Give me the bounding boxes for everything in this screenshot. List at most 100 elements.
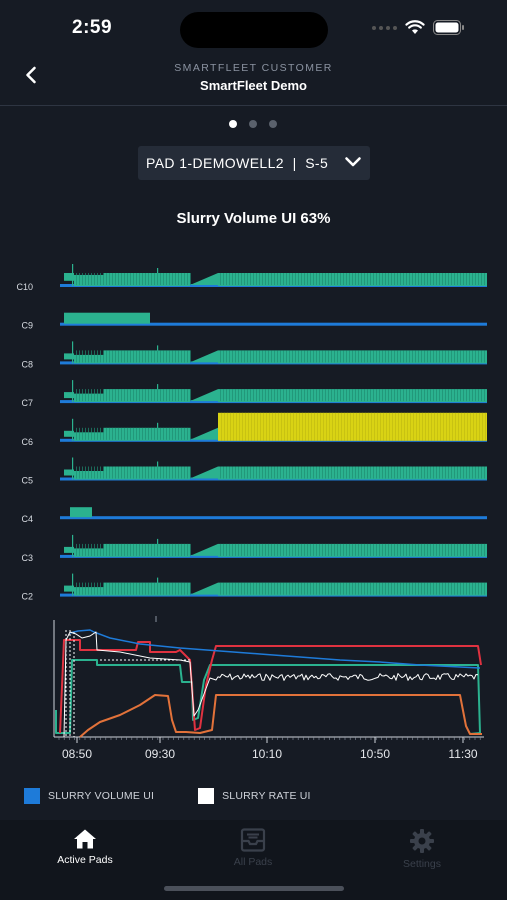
tab-all-pads[interactable]: All Pads	[193, 828, 313, 868]
row-stripe	[451, 350, 452, 363]
row-stripe	[109, 350, 110, 363]
row-stripe	[115, 582, 116, 595]
row-stripe	[295, 389, 296, 402]
row-stripe	[76, 389, 77, 402]
row-stripe	[424, 350, 425, 363]
row-stripe	[349, 389, 350, 402]
row-stripe	[166, 466, 167, 479]
row-stripe	[82, 466, 83, 479]
row-stripe	[463, 389, 464, 402]
row-stripe	[364, 582, 365, 595]
row-stripe	[229, 389, 230, 402]
row-stripe	[154, 350, 155, 363]
row-stripe	[235, 389, 236, 402]
row-stripe	[88, 543, 89, 556]
inbox-tray-icon	[240, 828, 266, 852]
row-stripe	[283, 466, 284, 479]
page-indicator[interactable]	[229, 120, 277, 128]
row-stripe	[115, 389, 116, 402]
row-stripe	[190, 350, 191, 363]
row-stripe	[160, 466, 161, 479]
row-stripe	[259, 350, 260, 363]
page-dot-3[interactable]	[269, 120, 277, 128]
row-stripe	[463, 273, 464, 285]
row-stripe	[412, 466, 413, 479]
row-stripe	[88, 389, 89, 402]
row-stripe	[478, 350, 479, 363]
row-stripe	[151, 543, 152, 556]
row-stripe	[316, 543, 317, 556]
battery-icon	[433, 20, 464, 35]
row-stripe	[352, 273, 353, 285]
row-stripe	[442, 350, 443, 363]
row-stripe	[364, 389, 365, 402]
row-stripe	[316, 582, 317, 595]
trend-line-slurry-volume	[69, 629, 481, 669]
row-stripe	[292, 389, 293, 402]
page-dot-1[interactable]	[229, 120, 237, 128]
row-stripe	[157, 427, 158, 440]
row-stripe	[220, 582, 221, 595]
row-stripe	[460, 466, 461, 479]
back-button[interactable]	[20, 62, 42, 88]
row-stripe	[388, 582, 389, 595]
row-stripe	[328, 466, 329, 479]
row-stripe	[247, 582, 248, 595]
well-stage-selector[interactable]: PAD 1-DEMOWELL2 | S-5	[138, 146, 370, 180]
row-stripe	[244, 273, 245, 285]
row-stripe	[362, 412, 363, 441]
row-stripe	[316, 389, 317, 402]
row-stripe	[79, 466, 80, 479]
row-stripe	[388, 466, 389, 479]
row-stripe	[382, 543, 383, 556]
row-stripe	[250, 582, 251, 595]
row-stripe	[229, 582, 230, 595]
row-stripe	[352, 350, 353, 363]
row-stripe	[127, 543, 128, 556]
row-stripe	[437, 412, 438, 441]
row-stripe	[94, 543, 95, 556]
row-stripe	[415, 350, 416, 363]
row-stripe	[415, 543, 416, 556]
row-stripe	[151, 466, 152, 479]
tab-label: All Pads	[233, 856, 273, 868]
trend-line-slurry-rate-dotted	[65, 630, 75, 737]
row-stripe	[373, 273, 374, 285]
row-stripe	[337, 389, 338, 402]
row-stripe	[166, 427, 167, 440]
row-stripe	[181, 466, 182, 479]
row-stripe	[415, 466, 416, 479]
row-stripe	[250, 350, 251, 363]
row-segment	[104, 389, 190, 403]
row-stripe	[466, 273, 467, 285]
row-stripe	[334, 582, 335, 595]
row-stripe	[272, 412, 273, 441]
row-stripe	[289, 466, 290, 479]
page-dot-2[interactable]	[249, 120, 257, 128]
row-stripe	[352, 389, 353, 402]
row-stripe	[448, 582, 449, 595]
row-stripe	[326, 412, 327, 441]
row-stripe	[124, 466, 125, 479]
row-stripe	[469, 582, 470, 595]
row-stripe	[127, 427, 128, 440]
row-stripe	[118, 582, 119, 595]
row-stripe	[109, 273, 110, 285]
row-spike	[72, 457, 74, 480]
row-stripe	[169, 427, 170, 440]
row-stripe	[424, 389, 425, 402]
row-stripe	[178, 273, 179, 285]
row-stripe	[410, 412, 411, 441]
tab-settings[interactable]: Settings	[362, 828, 482, 870]
chart-title: Slurry Volume UI 63%	[176, 210, 331, 227]
row-stripe	[109, 582, 110, 595]
row-stripe	[373, 543, 374, 556]
row-stripe	[322, 543, 323, 556]
row-stripe	[343, 582, 344, 595]
row-stripe	[301, 582, 302, 595]
row-stripe	[145, 389, 146, 402]
row-stripe	[220, 389, 221, 402]
row-stripe	[407, 412, 408, 441]
row-stripe	[430, 389, 431, 402]
tab-active-pads[interactable]: Active Pads	[25, 828, 145, 866]
